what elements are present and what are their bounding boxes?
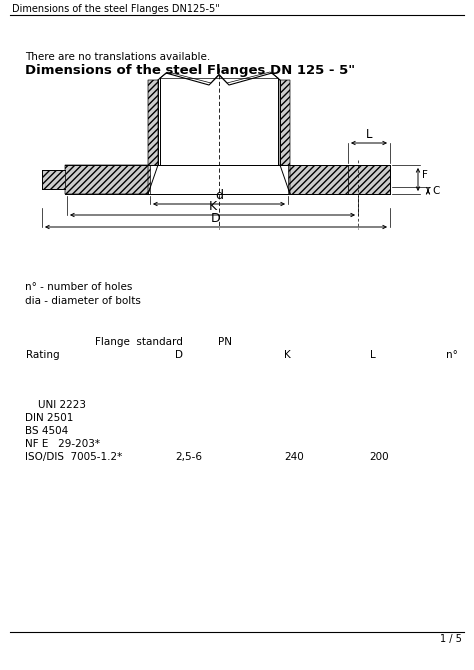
Polygon shape: [160, 78, 278, 165]
Polygon shape: [348, 165, 390, 194]
Polygon shape: [280, 165, 348, 194]
Text: Rating: Rating: [26, 350, 60, 360]
Text: NF E   29-203*: NF E 29-203*: [25, 439, 100, 449]
Polygon shape: [65, 165, 158, 194]
Text: n°: n°: [446, 350, 457, 360]
Text: Dimensions of the steel Flanges DN 125 - 5": Dimensions of the steel Flanges DN 125 -…: [25, 64, 355, 77]
Text: 200: 200: [370, 452, 389, 462]
Text: d: d: [215, 189, 223, 202]
Text: There are no translations available.: There are no translations available.: [25, 52, 210, 62]
Text: 2,5-6: 2,5-6: [175, 452, 202, 462]
Text: dia - diameter of bolts: dia - diameter of bolts: [25, 296, 141, 306]
Polygon shape: [42, 170, 65, 189]
Text: BS 4504: BS 4504: [25, 426, 68, 436]
Text: 240: 240: [284, 452, 304, 462]
Text: D: D: [211, 212, 221, 225]
Text: K: K: [209, 200, 217, 213]
Text: D: D: [175, 350, 183, 360]
Text: Dimensions of the steel Flanges DN125-5": Dimensions of the steel Flanges DN125-5": [12, 4, 220, 14]
Polygon shape: [280, 80, 290, 194]
Text: Flange  standard: Flange standard: [95, 337, 182, 347]
Text: F: F: [422, 170, 428, 180]
Text: UNI 2223: UNI 2223: [25, 400, 86, 410]
Text: C: C: [432, 186, 439, 196]
Text: K: K: [284, 350, 291, 360]
Text: DIN 2501: DIN 2501: [25, 413, 73, 423]
Text: L: L: [370, 350, 375, 360]
Text: 1 / 5: 1 / 5: [440, 634, 462, 644]
Polygon shape: [150, 165, 288, 194]
Polygon shape: [148, 80, 158, 194]
Text: PN: PN: [218, 337, 232, 347]
Text: L: L: [366, 128, 372, 141]
Text: n° - number of holes: n° - number of holes: [25, 282, 132, 292]
Text: ISO/DIS  7005-1.2*: ISO/DIS 7005-1.2*: [25, 452, 122, 462]
